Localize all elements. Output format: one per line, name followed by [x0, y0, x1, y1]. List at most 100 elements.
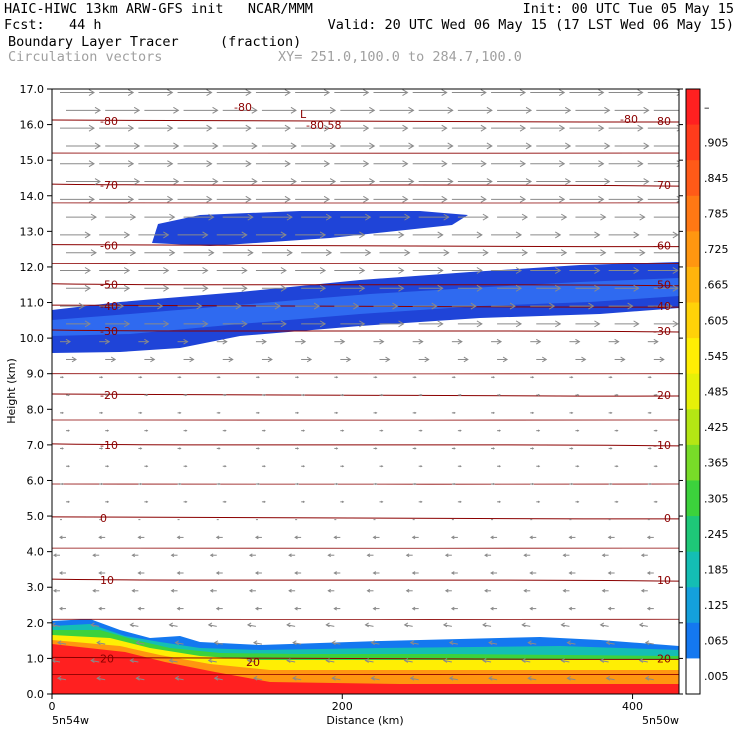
colorbar-label: .125 — [704, 599, 729, 612]
circulation-vector-head — [643, 178, 650, 185]
circulation-vector-head — [403, 658, 409, 663]
circulation-vector-head — [331, 675, 336, 681]
circulation-vector-head — [404, 213, 411, 221]
y-tick-label: 9.0 — [27, 368, 45, 381]
tracer-fill-layer — [52, 211, 679, 694]
circulation-vector-head — [666, 302, 673, 310]
circulation-vector-head — [457, 338, 463, 345]
temperature-contour-label: -60 — [653, 240, 671, 253]
circulation-vector-head — [607, 535, 612, 540]
circulation-vector-head — [599, 622, 605, 628]
temperature-contour-label: 20 — [246, 656, 260, 669]
circulation-vector-head — [646, 535, 651, 540]
y-tick-label: 1.0 — [27, 652, 45, 665]
circulation-vector-head — [598, 195, 605, 203]
circulation-vector-head — [100, 482, 104, 486]
circulation-vector-head — [649, 411, 652, 415]
circulation-vector-head — [411, 606, 416, 611]
circulation-vector-head — [123, 284, 131, 292]
circulation-vector-head — [564, 178, 572, 185]
circulation-vector-head — [340, 338, 346, 345]
circulation-vector-head — [480, 195, 487, 203]
circulation-vector-head — [353, 302, 360, 310]
cross-section-endpoints: XY= 251.0,100.0 to 284.7,100.0 — [278, 49, 522, 65]
circulation-vector-head — [224, 429, 227, 432]
circulation-vector-head — [319, 267, 327, 274]
circulation-vector-head — [480, 160, 487, 168]
y-tick-label: 10.0 — [20, 332, 45, 345]
circulation-vector-head — [531, 447, 535, 450]
circulation-vector-head — [274, 302, 281, 310]
circulation-vector-head — [644, 675, 650, 681]
circulation-vector-head — [137, 571, 142, 575]
circulation-vector-head — [404, 249, 411, 257]
circulation-vector-head — [294, 606, 298, 611]
circulation-vector-head — [251, 178, 258, 185]
circulation-vector-head — [541, 356, 548, 363]
circulation-vector-head — [169, 249, 176, 257]
circulation-vector-head — [59, 535, 63, 540]
temperature-contour-label: -80 — [620, 113, 638, 126]
circulation-vector-head — [502, 356, 509, 363]
circulation-vector-head — [560, 213, 568, 221]
circulation-vector-head — [498, 429, 502, 432]
circulation-vector-head — [420, 393, 423, 397]
colorbar-frame — [685, 88, 701, 695]
circulation-vector-head — [117, 302, 125, 310]
circulation-vector-head — [246, 622, 252, 628]
circulation-vector-head — [558, 195, 566, 203]
circulation-vector-head — [616, 393, 619, 397]
circulation-vector-head — [570, 411, 574, 415]
circulation-vector-head — [369, 142, 376, 150]
circulation-vector-head — [363, 160, 370, 168]
circulation-vector-head — [492, 411, 496, 415]
circulation-vector-head — [554, 267, 562, 274]
circulation-vector-head — [638, 658, 644, 663]
circulation-vector-head — [519, 195, 527, 203]
circulation-vector-head — [414, 376, 417, 379]
header-line2-left: Fcst: 44 h — [4, 17, 102, 33]
circulation-vector-head — [365, 249, 372, 257]
x-tick-label: 0 — [49, 700, 56, 713]
circulation-vector-head — [492, 482, 496, 486]
circulation-vector-head — [486, 142, 493, 150]
circulation-vector-head — [286, 213, 293, 221]
circulation-vector-head — [448, 640, 454, 646]
overlay-title: Circulation vectors — [8, 49, 163, 65]
circulation-vector-head — [529, 571, 533, 575]
temperature-contour-label: -80 — [653, 115, 671, 128]
circulation-vector-head — [176, 571, 181, 575]
circulation-vector-head — [248, 588, 253, 593]
circulation-vector-head — [442, 658, 448, 663]
circulation-vector-head — [174, 675, 180, 681]
circulation-vector-head — [431, 302, 438, 310]
header-line1-left: HAIC-HIWC 13km ARW-GFS init NCAR/MMM — [4, 1, 313, 17]
circulation-vector-head — [521, 622, 526, 628]
circulation-vector-head — [341, 429, 345, 432]
circulation-vector-head — [640, 553, 645, 558]
temperature-contour-line — [52, 244, 679, 248]
circulation-vector-head — [90, 213, 97, 221]
circulation-vector-head — [139, 376, 143, 379]
circulation-vector-head — [607, 606, 612, 611]
circulation-vector-head — [372, 535, 377, 540]
temperature-contour-label: -40 — [100, 300, 118, 313]
circulation-vector-head — [633, 231, 640, 239]
circulation-vector-head — [84, 320, 91, 328]
circulation-vector-head — [94, 178, 101, 185]
circulation-vector-head — [90, 249, 97, 257]
colorbar-label: .545 — [704, 350, 729, 363]
circulation-vector-head — [594, 320, 601, 328]
circulation-vector-head — [476, 284, 483, 292]
circulation-vector-head — [206, 89, 213, 96]
temperature-contour-label: 10 — [100, 574, 114, 587]
circulation-vector-head — [173, 178, 180, 185]
circulation-vector-head — [364, 622, 369, 628]
circulation-vector-head — [319, 284, 327, 292]
circulation-vector-head — [605, 640, 611, 646]
circulation-vector-head — [375, 411, 378, 415]
circulation-vector-head — [127, 160, 135, 168]
temperature-contour-line — [52, 516, 679, 520]
circulation-vector-head — [294, 535, 298, 540]
